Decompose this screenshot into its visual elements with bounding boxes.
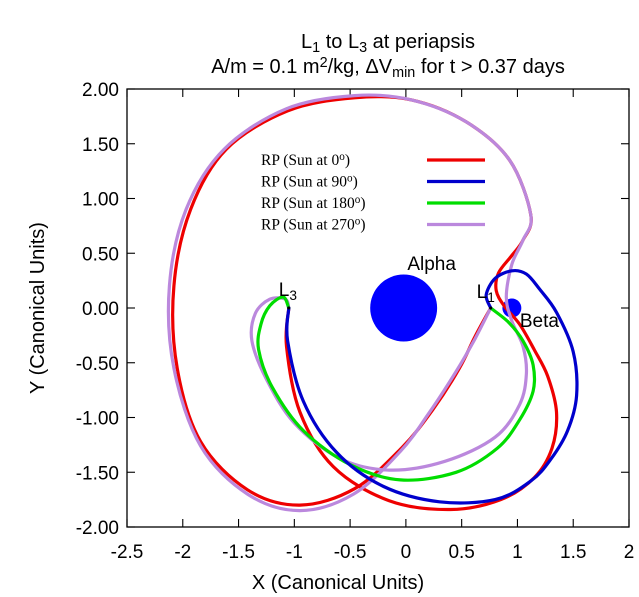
y-tick-label: -0.50 [76, 354, 119, 375]
x-tick-label: -0.5 [334, 542, 367, 563]
title-line-1: L1 to L3 at periapsis [301, 31, 475, 56]
lagrange-point [287, 306, 291, 310]
title-line-2: A/m = 0.1 m2/kg, ΔVmin for t > 0.37 days [211, 55, 565, 81]
y-tick-label: 0.00 [82, 299, 119, 320]
legend-label-1: RP (Sun at 90o) [261, 173, 358, 191]
x-tick-label: -2 [174, 542, 191, 563]
plot-area [166, 93, 579, 513]
label-beta: Beta [520, 311, 560, 332]
y-tick-label: -1.50 [76, 463, 119, 484]
y-tick-label: -1.00 [76, 409, 119, 430]
lagrange-point [489, 306, 493, 310]
label-alpha: Alpha [407, 254, 456, 275]
y-tick-label: 0.50 [82, 244, 119, 265]
label-l3: L3 [279, 280, 297, 303]
x-axis-label: X (Canonical Units) [252, 572, 424, 594]
x-tick-label: -1.5 [222, 542, 255, 563]
y-tick-label: 2.00 [82, 80, 119, 101]
x-tick-label: 1.5 [560, 542, 586, 563]
body-labels: Alpha Beta L1 L3 [279, 254, 560, 332]
series-line-2 [256, 295, 537, 482]
legend-label-0: RP (Sun at 0o) [261, 151, 350, 169]
x-tick-label: 0 [401, 542, 412, 563]
label-l1: L1 [477, 282, 495, 305]
y-axis-label: Y (Canonical Units) [27, 222, 49, 394]
y-tick-label: 1.50 [82, 135, 119, 156]
y-tick-label: 1.00 [82, 190, 119, 211]
legend-label-2: RP (Sun at 180o) [261, 194, 365, 212]
x-tick-label: 1 [512, 542, 523, 563]
y-tick-label: -2.00 [76, 518, 119, 539]
legend-label-3: RP (Sun at 270o) [261, 216, 365, 234]
legend: RP (Sun at 0o) RP (Sun at 90o) RP (Sun at … [261, 151, 485, 234]
axes: -2.5 -2 -1.5 -1 -0.5 0 0.5 1 1.5 22.001.501.000.5… [27, 80, 634, 594]
x-tick-label: 0.5 [448, 542, 474, 563]
series-line-1 [285, 268, 579, 505]
x-tick-label: -1 [286, 542, 303, 563]
x-tick-label: 2 [624, 542, 635, 563]
body-alpha [370, 274, 438, 342]
x-tick-label: -2.5 [111, 542, 144, 563]
